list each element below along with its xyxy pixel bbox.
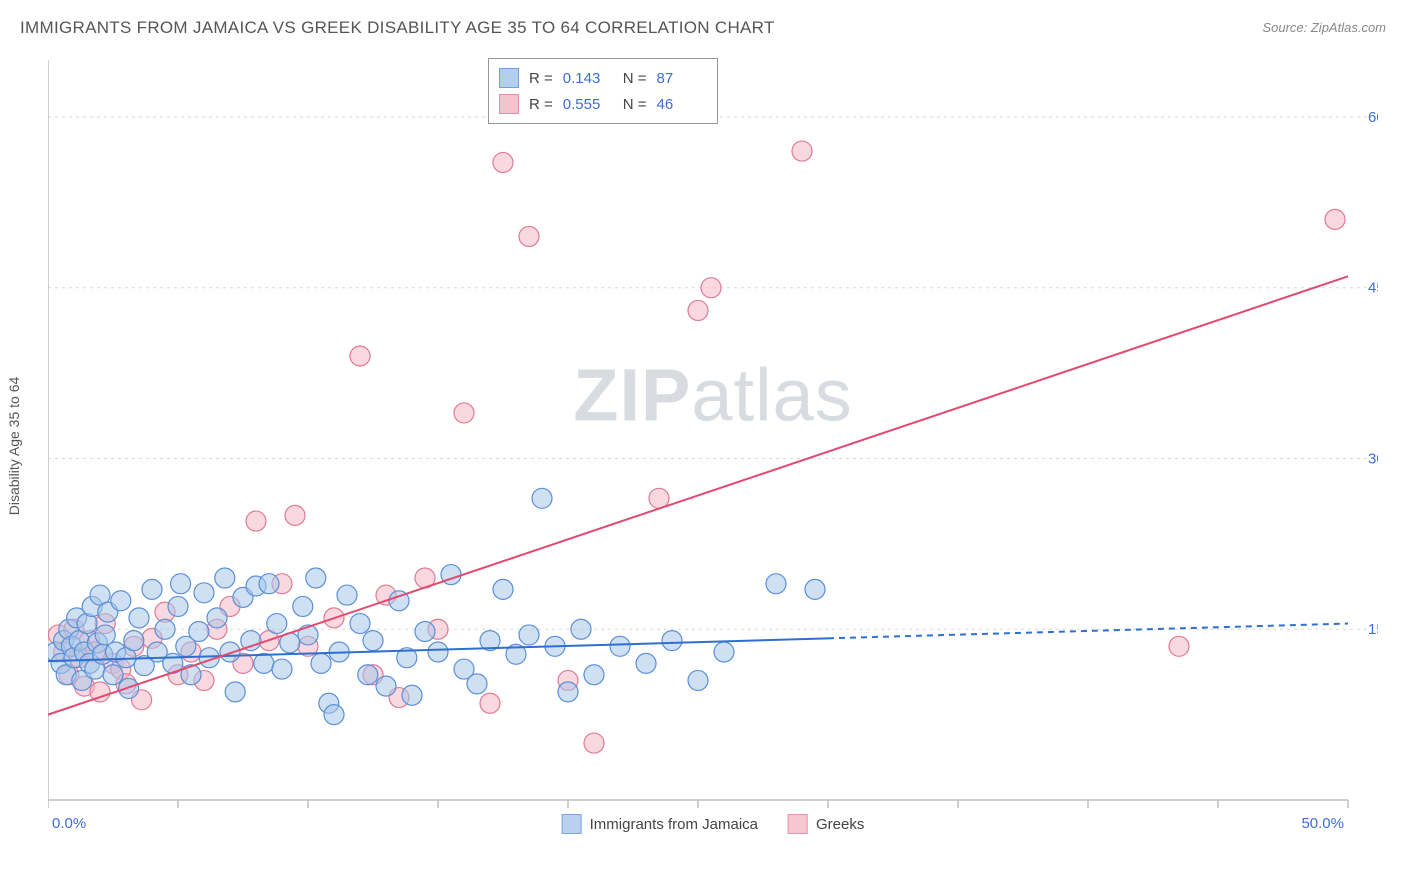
correlation-legend: R =0.143N =87R =0.555N =46 — [488, 58, 718, 124]
chart-title: IMMIGRANTS FROM JAMAICA VS GREEK DISABIL… — [20, 18, 775, 37]
y-axis-label: Disability Age 35 to 64 — [6, 377, 22, 516]
chart-canvas: 15.0% 30.0% 45.0% 60.0% 0.0% 50.0% — [48, 52, 1378, 832]
legend-label-jamaica: Immigrants from Jamaica — [590, 816, 758, 833]
svg-text:45.0%: 45.0% — [1368, 280, 1378, 297]
legend-label-greeks: Greeks — [816, 816, 864, 833]
series-legend: Immigrants from Jamaica Greeks — [562, 814, 865, 834]
scatter-plot: ZIPatlas 15.0%30.0%45.0%60.0%0.0%50.0% R… — [48, 52, 1378, 832]
swatch-greeks — [788, 814, 808, 834]
svg-text:60.0%: 60.0% — [1368, 109, 1378, 126]
svg-text:30.0%: 30.0% — [1368, 450, 1378, 467]
svg-text:15.0%: 15.0% — [1368, 621, 1378, 638]
source-attribution: Source: ZipAtlas.com — [1262, 20, 1386, 35]
svg-text:0.0%: 0.0% — [52, 815, 86, 832]
svg-text:50.0%: 50.0% — [1301, 815, 1344, 832]
swatch-jamaica — [562, 814, 582, 834]
